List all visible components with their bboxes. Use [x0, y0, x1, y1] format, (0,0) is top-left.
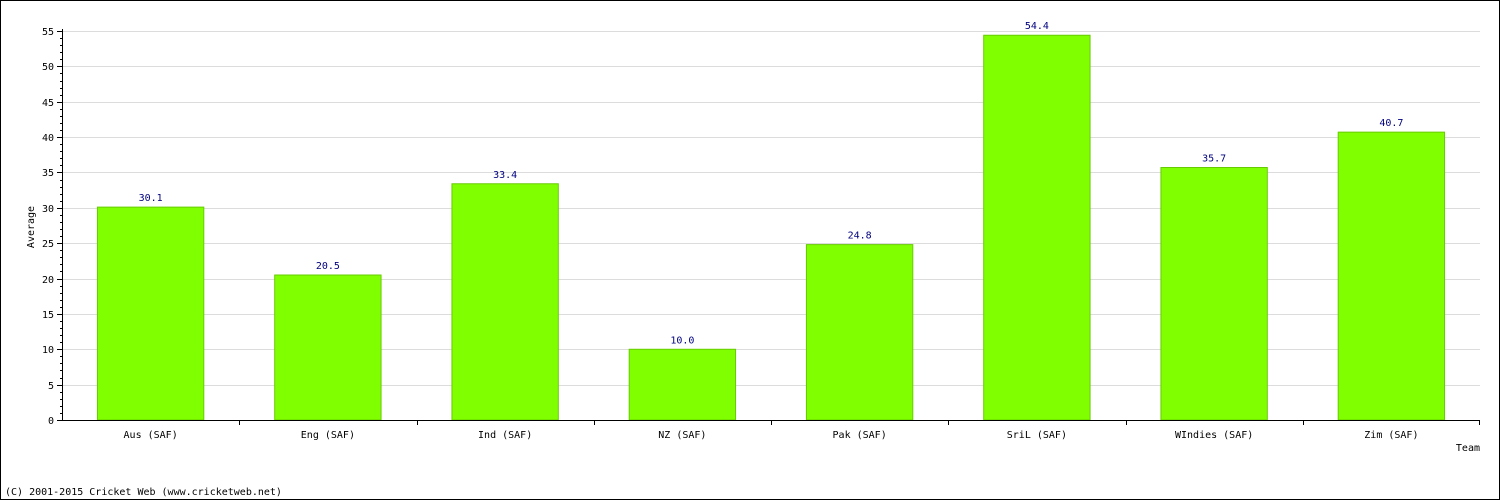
bar [96, 206, 205, 421]
y-tick-label: 45 [42, 98, 54, 109]
y-tick-label: 20 [42, 275, 54, 286]
labels: 0 5 10 15 20 25 30 35 40 45 50 55 30.1 Aus (SAF) 20.5 E… [42, 21, 1419, 441]
bar [805, 244, 914, 421]
x-tick-label: SriL (SAF) [1007, 430, 1067, 441]
y-tick-label: 50 [42, 62, 54, 73]
x-tick-label: Pak (SAF) [833, 430, 887, 441]
bar-value-label: 20.5 [316, 261, 340, 272]
y-tick-label: 0 [48, 416, 54, 427]
bar-value-label: 33.4 [493, 170, 517, 181]
bar-value-label: 10.0 [670, 335, 694, 346]
x-tick-label: Eng (SAF) [301, 430, 355, 441]
y-tick-label: 25 [42, 239, 54, 250]
x-tick-label: NZ (SAF) [658, 430, 706, 441]
y-tick-label: 15 [42, 310, 54, 321]
bar-value-label: 24.8 [848, 231, 872, 242]
bars [96, 34, 1446, 421]
y-tick-label: 40 [42, 133, 54, 144]
y-tick-label: 10 [42, 345, 54, 356]
bar-value-label: 30.1 [139, 193, 163, 204]
x-tick-label: Zim (SAF) [1364, 430, 1418, 441]
bar-value-label: 35.7 [1202, 154, 1226, 165]
y-tick-label: 55 [42, 27, 54, 38]
bar [1160, 167, 1268, 421]
y-tick-label: 5 [48, 381, 54, 392]
y-tick-label: 35 [42, 168, 54, 179]
x-axis-title: Team [1456, 443, 1480, 454]
bar [983, 34, 1091, 421]
bar [1337, 131, 1446, 421]
bar [451, 183, 559, 421]
bar-value-label: 54.4 [1025, 21, 1049, 32]
x-tick-label: Ind (SAF) [478, 430, 532, 441]
y-tick-label: 30 [42, 204, 54, 215]
copyright-notice: (C) 2001-2015 Cricket Web (www.cricketwe… [5, 487, 282, 498]
x-tick-label: WIndies (SAF) [1175, 430, 1253, 441]
y-axis-title: Average [26, 206, 37, 248]
bar [274, 274, 382, 421]
axes [57, 29, 1480, 425]
bar [628, 348, 737, 421]
bar-value-label: 40.7 [1379, 118, 1403, 129]
x-tick-label: Aus (SAF) [124, 430, 178, 441]
